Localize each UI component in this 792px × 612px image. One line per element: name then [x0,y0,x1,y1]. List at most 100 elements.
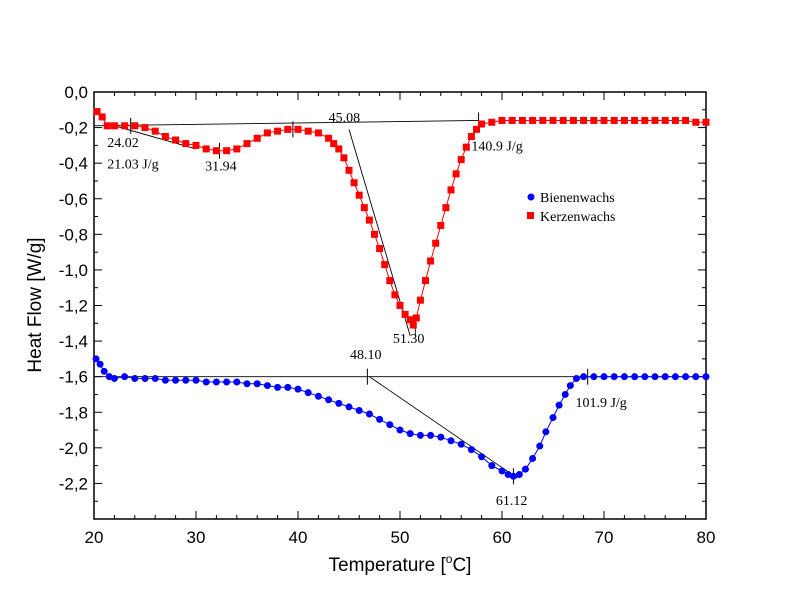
data-point-kerzenwachs [263,129,271,137]
annotation-labels: 24.02 21.03 J/g 31.94 45.08 140.9 J/g 51.30 48… [107,111,627,509]
data-point-kerzenwachs [401,310,409,318]
data-point-kerzenwachs [376,245,384,253]
data-point-kerzenwachs [416,296,424,304]
data-point-kerzenwachs [345,166,353,174]
data-point-kerzenwachs [371,230,378,238]
data-point-kerzenwachs [671,116,679,124]
data-point-kerzenwachs [335,145,343,153]
y-tick-label: -1,8 [59,403,88,422]
data-point-kerzenwachs [462,143,470,151]
data-point-bienenwachs [325,396,333,404]
data-point-bienenwachs [515,471,523,479]
data-point-bienenwachs [651,373,659,381]
data-point-kerzenwachs [98,113,106,121]
data-point-bienenwachs [141,374,149,382]
data-point-kerzenwachs [406,316,414,324]
x-tick-label: 40 [289,528,308,547]
data-point-bienenwachs [253,380,261,388]
data-point-kerzenwachs [355,191,363,199]
data-point-bienenwachs [202,378,210,386]
data-point-kerzenwachs [223,147,231,155]
data-point-kerzenwachs [692,118,700,126]
data-point-kerzenwachs [488,118,496,126]
x-tick-label: 70 [595,528,614,547]
annotation-label: 140.9 J/g [471,140,522,155]
data-point-bienenwachs [100,367,108,375]
data-point-bienenwachs [631,373,639,381]
data-point-bienenwachs [121,373,129,381]
data-point-kerzenwachs [330,140,338,148]
data-point-bienenwachs [504,471,512,479]
data-point-bienenwachs [529,455,537,463]
data-point-kerzenwachs [360,204,368,212]
data-point-bienenwachs [467,446,475,454]
data-point-bienenwachs [314,392,322,400]
data-point-bienenwachs [161,376,169,384]
data-point-kerzenwachs [161,132,169,140]
data-point-bienenwachs [365,410,373,418]
series-kerzenwachs [93,108,710,329]
data-point-bienenwachs [110,374,118,382]
data-point-kerzenwachs [304,127,312,135]
data-point-bienenwachs [376,415,384,423]
data-point-kerzenwachs [381,261,389,269]
data-point-bienenwachs [131,374,139,382]
data-point-kerzenwachs [427,257,435,265]
data-point-bienenwachs [263,382,271,390]
y-tick-label: 0,0 [64,83,88,102]
data-point-kerzenwachs [498,116,506,124]
series-bienenwachs [92,355,710,480]
data-point-bienenwachs [427,431,435,439]
data-point-bienenwachs [96,360,104,368]
legend: Bienenwachs Kerzenwachs [527,191,615,225]
data-point-bienenwachs [406,430,414,438]
data-point-kerzenwachs [473,125,480,133]
annotation-label: 51.30 [393,332,425,347]
data-point-kerzenwachs [539,116,547,124]
data-point-kerzenwachs [365,216,373,224]
y-tick-label: -2,0 [59,439,88,458]
data-point-kerzenwachs [284,125,292,133]
data-point-bienenwachs [355,406,363,414]
y-axis-title: Heat Flow [W/g] [25,237,46,372]
data-point-kerzenwachs [559,116,567,124]
x-tick-label: 20 [85,528,104,547]
x-axis-title-main: Temperature [ [329,555,447,576]
data-point-kerzenwachs [294,125,302,133]
y-tick-label: -1,2 [59,297,88,316]
data-point-kerzenwachs [620,116,628,124]
data-point-kerzenwachs [549,116,557,124]
data-point-bienenwachs [572,374,580,382]
x-tick-label: 30 [187,528,206,547]
data-point-kerzenwachs [457,156,465,164]
data-point-kerzenwachs [529,116,537,124]
legend-marker-bienenwachs [527,193,535,201]
x-axis-title-unit: C] [452,555,471,576]
data-point-bienenwachs [641,373,649,381]
data-point-bienenwachs [549,414,557,422]
data-point-bienenwachs [284,383,292,391]
data-point-bienenwachs [212,378,220,386]
data-point-kerzenwachs [702,118,710,126]
y-tick-label: -2,2 [59,474,88,493]
data-point-bienenwachs [488,462,496,470]
annotation-label: 31.94 [205,159,237,174]
data-point-kerzenwachs [518,116,526,124]
data-point-bienenwachs [682,373,690,381]
data-point-bienenwachs [274,383,282,391]
data-point-kerzenwachs [651,116,659,124]
data-point-kerzenwachs [340,154,348,162]
legend-label-bienenwachs: Bienenwachs [540,191,615,206]
data-point-kerzenwachs [121,122,129,130]
data-point-kerzenwachs [569,116,577,124]
data-series [92,108,710,480]
annotation-line-kerzenwachs [348,129,411,336]
data-point-bienenwachs [92,355,100,363]
data-point-kerzenwachs [478,120,486,128]
annotation-label: 21.03 J/g [107,158,158,173]
legend-label-kerzenwachs: Kerzenwachs [540,210,615,225]
data-point-bienenwachs [457,440,465,448]
data-point-kerzenwachs [141,124,149,132]
legend-marker-kerzenwachs [527,212,534,219]
